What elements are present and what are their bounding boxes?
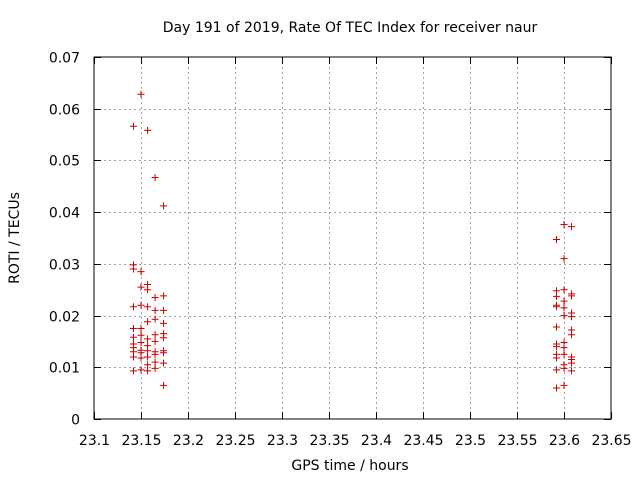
data-point (160, 334, 168, 342)
data-point (151, 173, 159, 181)
data-point (144, 353, 152, 361)
data-point (144, 335, 152, 343)
data-point (144, 303, 152, 311)
data-point (151, 358, 159, 366)
data-point (560, 312, 568, 320)
data-point (137, 331, 145, 339)
y-tick-label: 0.03 (49, 258, 80, 274)
data-point (568, 223, 576, 231)
data-point (129, 353, 137, 361)
data-point (151, 364, 159, 372)
data-point (160, 319, 168, 327)
x-tick-label: 23.25 (215, 433, 255, 449)
x-tick-label: 23.65 (591, 433, 631, 449)
x-tick-labels: 23.1 23.15 23.2 23.25 23.3 23.35 23.4 23.45 23.5… (79, 433, 632, 449)
axis-ticks (94, 57, 612, 420)
data-point (160, 359, 168, 367)
data-point (129, 367, 137, 375)
data-point (160, 381, 168, 389)
y-axis-label: ROTI / TECUs (7, 192, 23, 284)
data-point (144, 361, 152, 369)
data-point (560, 286, 568, 294)
data-point (160, 202, 168, 210)
x-axis-label: GPS time / hours (291, 458, 408, 474)
data-point (144, 126, 152, 134)
data-point (560, 304, 568, 312)
x-tick-label: 23.55 (497, 433, 537, 449)
y-tick-label: 0.07 (49, 51, 80, 67)
data-point (151, 350, 159, 358)
data-point (552, 366, 560, 374)
data-point (144, 318, 152, 326)
data-point (151, 306, 159, 314)
y-tick-label: 0 (71, 413, 80, 429)
data-point (137, 283, 145, 291)
x-tick-label: 23.4 (361, 433, 392, 449)
data-point (151, 293, 159, 301)
data-points (129, 90, 576, 392)
data-point (137, 268, 145, 276)
data-point (144, 286, 152, 294)
data-point (137, 354, 145, 362)
data-point (129, 325, 137, 332)
data-point (560, 364, 568, 372)
data-point (151, 337, 159, 345)
data-point (137, 90, 145, 98)
data-point (560, 297, 568, 305)
data-point (144, 367, 152, 375)
x-tick-label: 23.2 (173, 433, 204, 449)
data-point (568, 292, 576, 300)
data-point (560, 381, 568, 389)
y-tick-label: 0.06 (49, 103, 80, 119)
data-point (552, 323, 560, 331)
y-tick-label: 0.02 (49, 310, 80, 326)
data-point (160, 349, 168, 357)
data-point (129, 265, 137, 273)
x-tick-label: 23.3 (267, 433, 298, 449)
x-tick-label: 23.6 (549, 433, 580, 449)
data-point (144, 347, 152, 355)
data-point (568, 367, 576, 375)
y-tick-label: 0.01 (49, 361, 80, 377)
x-tick-label: 23.45 (403, 433, 443, 449)
data-point (137, 301, 145, 309)
data-point (137, 366, 145, 374)
y-tick-labels: 0 0.01 0.02 0.03 0.04 0.05 0.06 0.07 (49, 51, 80, 429)
x-tick-label: 23.15 (121, 433, 161, 449)
data-point (552, 236, 560, 244)
data-point (560, 255, 568, 263)
x-tick-label: 23.1 (79, 433, 110, 449)
data-point (129, 333, 137, 341)
data-point (552, 343, 560, 351)
data-point (129, 122, 137, 130)
data-point (129, 303, 137, 311)
data-point (151, 331, 159, 339)
chart-title: Day 191 of 2019, Rate Of TEC Index for r… (163, 20, 538, 36)
data-point (137, 338, 145, 346)
data-point (568, 331, 576, 339)
data-point (552, 384, 560, 392)
y-tick-label: 0.04 (49, 206, 80, 222)
data-point (160, 306, 168, 314)
data-point (560, 350, 568, 358)
data-point (568, 359, 576, 367)
data-point (151, 315, 159, 323)
data-point (568, 313, 576, 321)
data-point (552, 292, 560, 300)
x-tick-label: 23.35 (309, 433, 349, 449)
plot-frame (93, 56, 612, 420)
data-point (137, 325, 145, 332)
data-point (560, 221, 568, 229)
data-point (552, 303, 560, 311)
data-point (552, 354, 560, 362)
grid-lines (94, 57, 611, 419)
data-point (160, 292, 168, 300)
data-point (560, 344, 568, 352)
y-tick-label: 0.05 (49, 154, 80, 170)
x-tick-label: 23.5 (455, 433, 486, 449)
